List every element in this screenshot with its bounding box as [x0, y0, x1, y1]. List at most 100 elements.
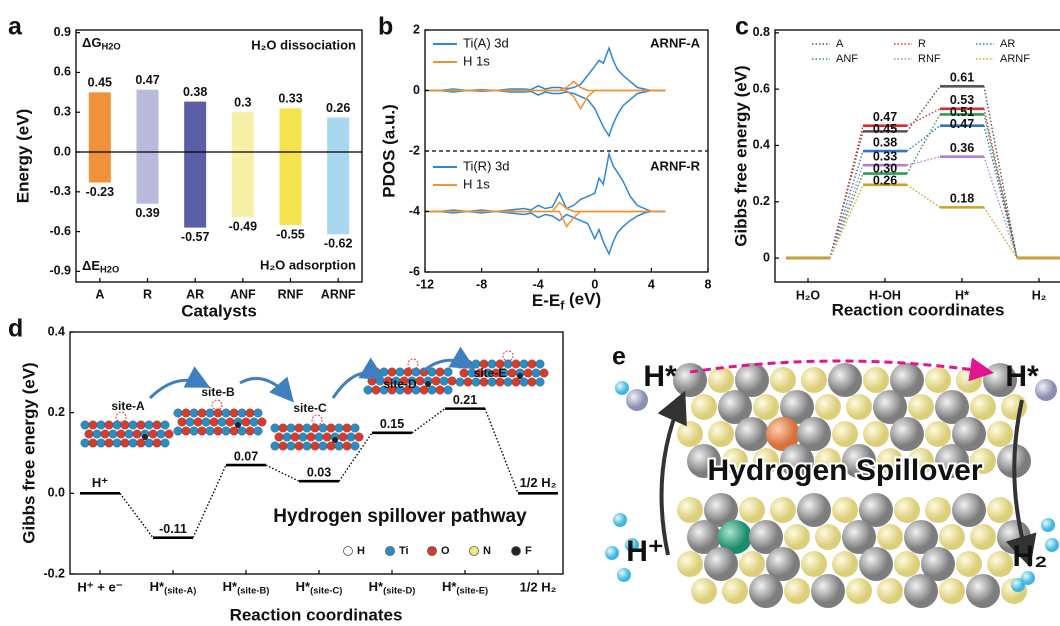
sphere — [859, 547, 893, 581]
y-tick-label: 0 — [413, 83, 420, 97]
y-axis-title: Gibbs free energy (eV) — [19, 362, 38, 543]
x-axis-title: Reaction coordinates — [230, 605, 403, 624]
atom — [299, 433, 308, 442]
atom — [323, 433, 332, 442]
sphere — [956, 551, 982, 577]
sphere — [890, 417, 924, 451]
sphere — [749, 574, 783, 608]
x-tick-label: H₂ — [1032, 288, 1047, 302]
value-label: 0.38 — [183, 85, 207, 99]
subscript: H2O — [101, 42, 120, 52]
value-label: -0.55 — [276, 227, 305, 241]
sphere — [691, 578, 717, 604]
atom — [186, 418, 195, 427]
migration-arrow — [662, 398, 682, 555]
atom — [295, 442, 304, 451]
atom — [335, 424, 344, 433]
bar — [184, 152, 206, 228]
atom — [420, 386, 429, 395]
atom — [536, 378, 545, 387]
connector — [830, 126, 863, 258]
atom — [145, 421, 154, 430]
transfer-arrow — [240, 378, 290, 398]
bar — [89, 152, 111, 183]
sphere — [1001, 394, 1027, 420]
subscript: (site-C) — [310, 586, 342, 596]
caption: Hydrogen spillover pathway — [273, 506, 527, 527]
sphere — [770, 497, 796, 523]
text-part: H* — [150, 579, 165, 594]
atom — [230, 409, 239, 418]
value-label: 0.3 — [234, 96, 251, 110]
value-label: -0.23 — [86, 185, 115, 199]
atom — [218, 418, 227, 427]
y-tick-label: -0.6 — [49, 224, 71, 238]
atom — [351, 442, 360, 451]
sphere — [784, 578, 810, 604]
x-tick-label: A — [95, 287, 104, 301]
legend-label: A — [836, 38, 844, 50]
y-tick-label: 2 — [413, 22, 420, 36]
atom — [246, 409, 255, 418]
atom — [295, 424, 304, 433]
atom — [425, 381, 431, 387]
atom-legend-label: N — [483, 545, 491, 557]
atom — [153, 421, 162, 430]
value-label: 0.33 — [278, 92, 302, 106]
sphere — [815, 524, 841, 550]
sphere — [970, 524, 996, 550]
sphere — [894, 551, 920, 577]
atom — [456, 378, 465, 387]
atom — [436, 368, 445, 377]
sphere — [925, 497, 951, 523]
atom — [93, 430, 102, 439]
atom — [153, 439, 162, 448]
value-label: 0.39 — [135, 206, 159, 220]
subscript: H2O — [100, 265, 119, 275]
atom — [372, 386, 381, 395]
sphere — [673, 363, 707, 397]
atom — [117, 430, 126, 439]
atom — [206, 427, 215, 436]
value-label: -0.57 — [181, 230, 210, 244]
atom — [319, 442, 328, 451]
atom — [291, 433, 300, 442]
atom — [351, 424, 360, 433]
sphere — [708, 367, 734, 393]
x-tick-label: H*(site-B) — [223, 579, 270, 595]
pdos-line — [425, 91, 666, 136]
atom — [307, 433, 316, 442]
sphere — [966, 574, 1000, 608]
y-tick-label: -4 — [409, 204, 420, 218]
atom — [520, 360, 529, 369]
species-label: H₂ — [1013, 540, 1048, 573]
atom — [105, 421, 114, 430]
x-axis-title: E-Ef (eV) — [532, 290, 601, 313]
connector — [907, 126, 940, 151]
sphere — [739, 551, 765, 577]
panel-label: a — [8, 13, 23, 41]
subscript: (site-D) — [383, 586, 415, 596]
y-tick-label: 0.4 — [48, 324, 65, 338]
text-part: H* — [296, 579, 311, 594]
atom — [198, 409, 207, 418]
atom — [178, 418, 187, 427]
legend-label: ANF — [836, 53, 858, 65]
value-label: 0.38 — [873, 135, 897, 149]
x-tick-label: H*(site-C) — [296, 579, 343, 595]
atom — [319, 424, 328, 433]
atom — [222, 409, 231, 418]
text-part: ΔE — [82, 258, 100, 273]
atom — [428, 368, 437, 377]
sphere — [846, 578, 872, 604]
x-tick-label: H*(site-D) — [369, 579, 416, 595]
sphere — [784, 524, 810, 550]
x-tick-label: ANF — [230, 287, 256, 301]
y-tick-label: 0.0 — [54, 144, 71, 158]
atom — [125, 430, 134, 439]
connector — [984, 157, 1017, 258]
atom — [347, 433, 356, 442]
plot-frame — [775, 30, 1060, 282]
value-label: 0.18 — [950, 192, 974, 206]
atom — [540, 369, 549, 378]
